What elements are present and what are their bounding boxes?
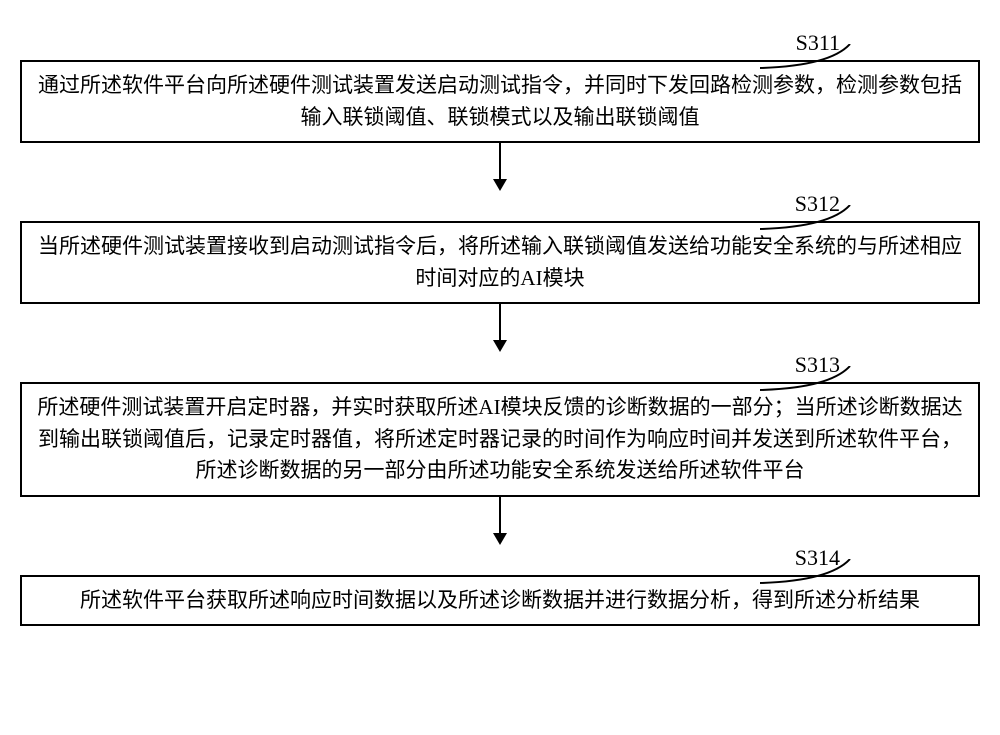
step-label: S312: [795, 191, 840, 217]
step-label: S313: [795, 352, 840, 378]
step-box: 所述软件平台获取所述响应时间数据以及所述诊断数据并进行数据分析，得到所述分析结果: [20, 575, 980, 627]
step-box: 通过所述软件平台向所述硬件测试装置发送启动测试指令，并同时下发回路检测参数，检测…: [20, 60, 980, 143]
flow-arrow: [20, 304, 980, 352]
flow-arrow: [20, 497, 980, 545]
flow-step: S311 通过所述软件平台向所述硬件测试装置发送启动测试指令，并同时下发回路检测…: [20, 30, 980, 143]
flow-step: S314 所述软件平台获取所述响应时间数据以及所述诊断数据并进行数据分析，得到所…: [20, 545, 980, 627]
step-box: 所述硬件测试装置开启定时器，并实时获取所述AI模块反馈的诊断数据的一部分；当所述…: [20, 382, 980, 497]
flow-step: S313 所述硬件测试装置开启定时器，并实时获取所述AI模块反馈的诊断数据的一部…: [20, 352, 980, 497]
flow-step: S312 当所述硬件测试装置接收到启动测试指令后，将所述输入联锁阈值发送给功能安…: [20, 191, 980, 304]
flow-arrow: [20, 143, 980, 191]
flowchart-container: S311 通过所述软件平台向所述硬件测试装置发送启动测试指令，并同时下发回路检测…: [20, 30, 980, 626]
step-box: 当所述硬件测试装置接收到启动测试指令后，将所述输入联锁阈值发送给功能安全系统的与…: [20, 221, 980, 304]
step-label: S311: [796, 30, 840, 56]
step-label: S314: [795, 545, 840, 571]
